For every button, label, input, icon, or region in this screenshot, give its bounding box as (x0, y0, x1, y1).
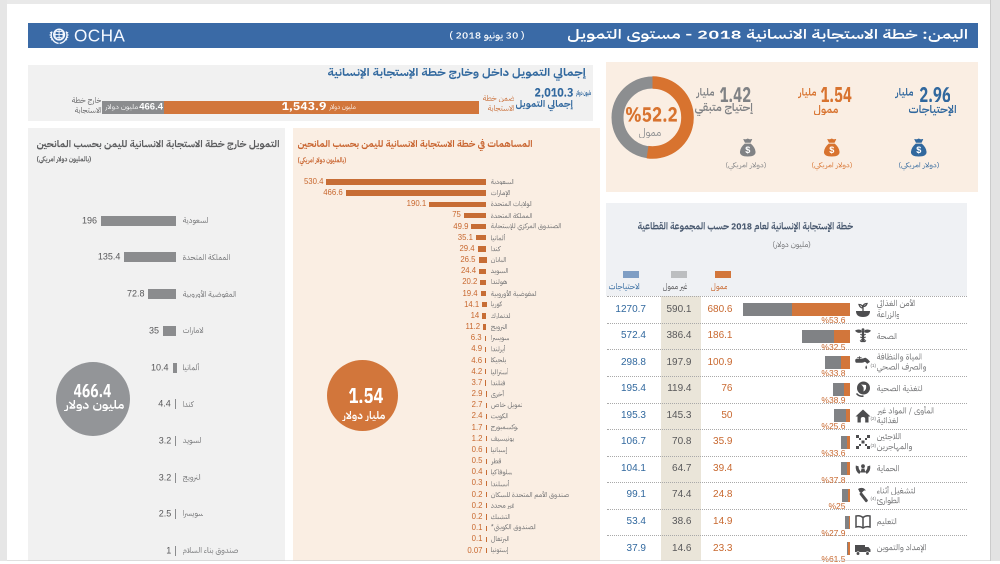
svg-text:$: $ (745, 145, 750, 155)
svg-text:$: $ (916, 145, 921, 155)
svg-text:$: $ (829, 145, 834, 155)
